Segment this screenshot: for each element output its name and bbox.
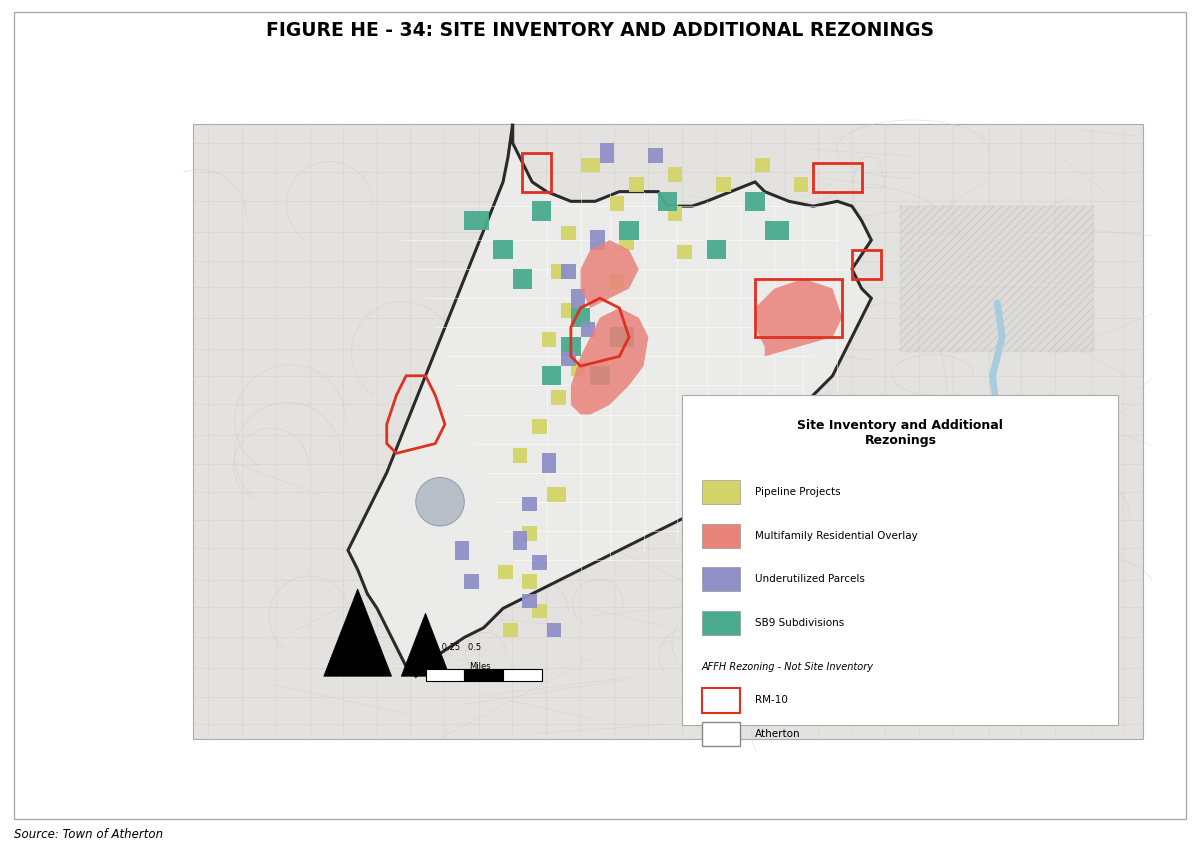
Bar — [610, 197, 624, 211]
Text: Source: Town of Atherton: Source: Town of Atherton — [14, 828, 163, 841]
Bar — [852, 250, 881, 279]
Bar — [522, 153, 552, 191]
Bar — [764, 220, 788, 240]
Text: Site Inventory and Additional
Rezonings: Site Inventory and Additional Rezonings — [798, 420, 1003, 448]
Bar — [755, 157, 769, 172]
Bar — [702, 722, 740, 746]
Bar — [522, 497, 536, 511]
Bar — [464, 574, 479, 589]
Bar — [745, 191, 764, 211]
Bar — [658, 191, 678, 211]
Bar — [562, 226, 576, 240]
Text: RM-10: RM-10 — [755, 695, 788, 705]
Bar — [547, 623, 562, 637]
Bar — [793, 177, 809, 191]
Polygon shape — [581, 240, 638, 308]
Bar — [668, 206, 683, 220]
Bar — [522, 594, 536, 608]
Text: Underutilized Parcels: Underutilized Parcels — [755, 574, 865, 585]
Bar — [552, 391, 566, 405]
Bar — [562, 351, 576, 366]
Bar — [716, 177, 731, 191]
Bar — [542, 454, 557, 472]
Bar — [571, 361, 586, 376]
Text: Multifamily Residential Overlay: Multifamily Residential Overlay — [755, 531, 918, 540]
Bar — [678, 245, 692, 260]
Bar — [464, 211, 488, 231]
Bar — [629, 177, 643, 191]
Bar — [571, 308, 590, 328]
Bar — [532, 202, 552, 220]
Circle shape — [416, 477, 464, 526]
Bar — [683, 395, 1118, 725]
Bar — [590, 366, 610, 386]
Polygon shape — [401, 614, 450, 677]
Bar — [522, 574, 536, 589]
Text: Miles: Miles — [469, 662, 491, 671]
Polygon shape — [324, 589, 391, 677]
Bar — [552, 265, 566, 279]
Text: Atherton: Atherton — [755, 729, 800, 740]
Bar — [619, 235, 634, 250]
Bar — [702, 688, 740, 712]
Bar — [532, 420, 547, 434]
Bar — [814, 163, 862, 191]
Bar — [512, 269, 532, 288]
Polygon shape — [348, 123, 871, 677]
Bar — [503, 669, 542, 681]
Bar — [571, 288, 586, 308]
Bar — [512, 531, 527, 551]
Bar — [464, 669, 503, 681]
Bar — [600, 143, 614, 163]
Bar — [702, 523, 740, 548]
Polygon shape — [755, 279, 842, 357]
Bar — [648, 148, 662, 163]
Bar — [562, 265, 576, 279]
Bar — [455, 540, 469, 560]
Text: SB9 Subdivisions: SB9 Subdivisions — [755, 618, 845, 628]
Bar — [755, 279, 842, 337]
Text: AFFH Rezoning - Not Site Inventory: AFFH Rezoning - Not Site Inventory — [702, 661, 874, 671]
Bar — [707, 240, 726, 260]
Bar — [610, 328, 634, 346]
Bar — [619, 220, 638, 240]
Bar — [590, 231, 605, 250]
Bar — [702, 611, 740, 635]
Bar — [503, 623, 517, 637]
Bar — [522, 526, 536, 540]
Bar — [702, 480, 740, 504]
Bar — [610, 274, 624, 288]
Bar — [532, 603, 547, 618]
Text: 0    0.25   0.5: 0 0.25 0.5 — [426, 643, 481, 652]
Bar — [562, 337, 581, 357]
Bar — [542, 366, 562, 386]
Bar — [581, 323, 595, 337]
Bar — [426, 669, 464, 681]
Bar — [532, 555, 547, 569]
Bar — [562, 303, 576, 317]
Bar — [547, 488, 566, 502]
Bar — [900, 206, 1094, 351]
Bar — [493, 240, 512, 260]
Text: Pipeline Projects: Pipeline Projects — [755, 487, 841, 497]
Text: FIGURE HE - 34: SITE INVENTORY AND ADDITIONAL REZONINGS: FIGURE HE - 34: SITE INVENTORY AND ADDIT… — [266, 21, 934, 40]
Bar — [581, 157, 600, 172]
Polygon shape — [571, 308, 648, 414]
Bar — [542, 332, 557, 346]
Bar — [668, 168, 683, 182]
Bar — [512, 448, 527, 463]
Bar — [702, 567, 740, 591]
Bar — [498, 565, 512, 580]
